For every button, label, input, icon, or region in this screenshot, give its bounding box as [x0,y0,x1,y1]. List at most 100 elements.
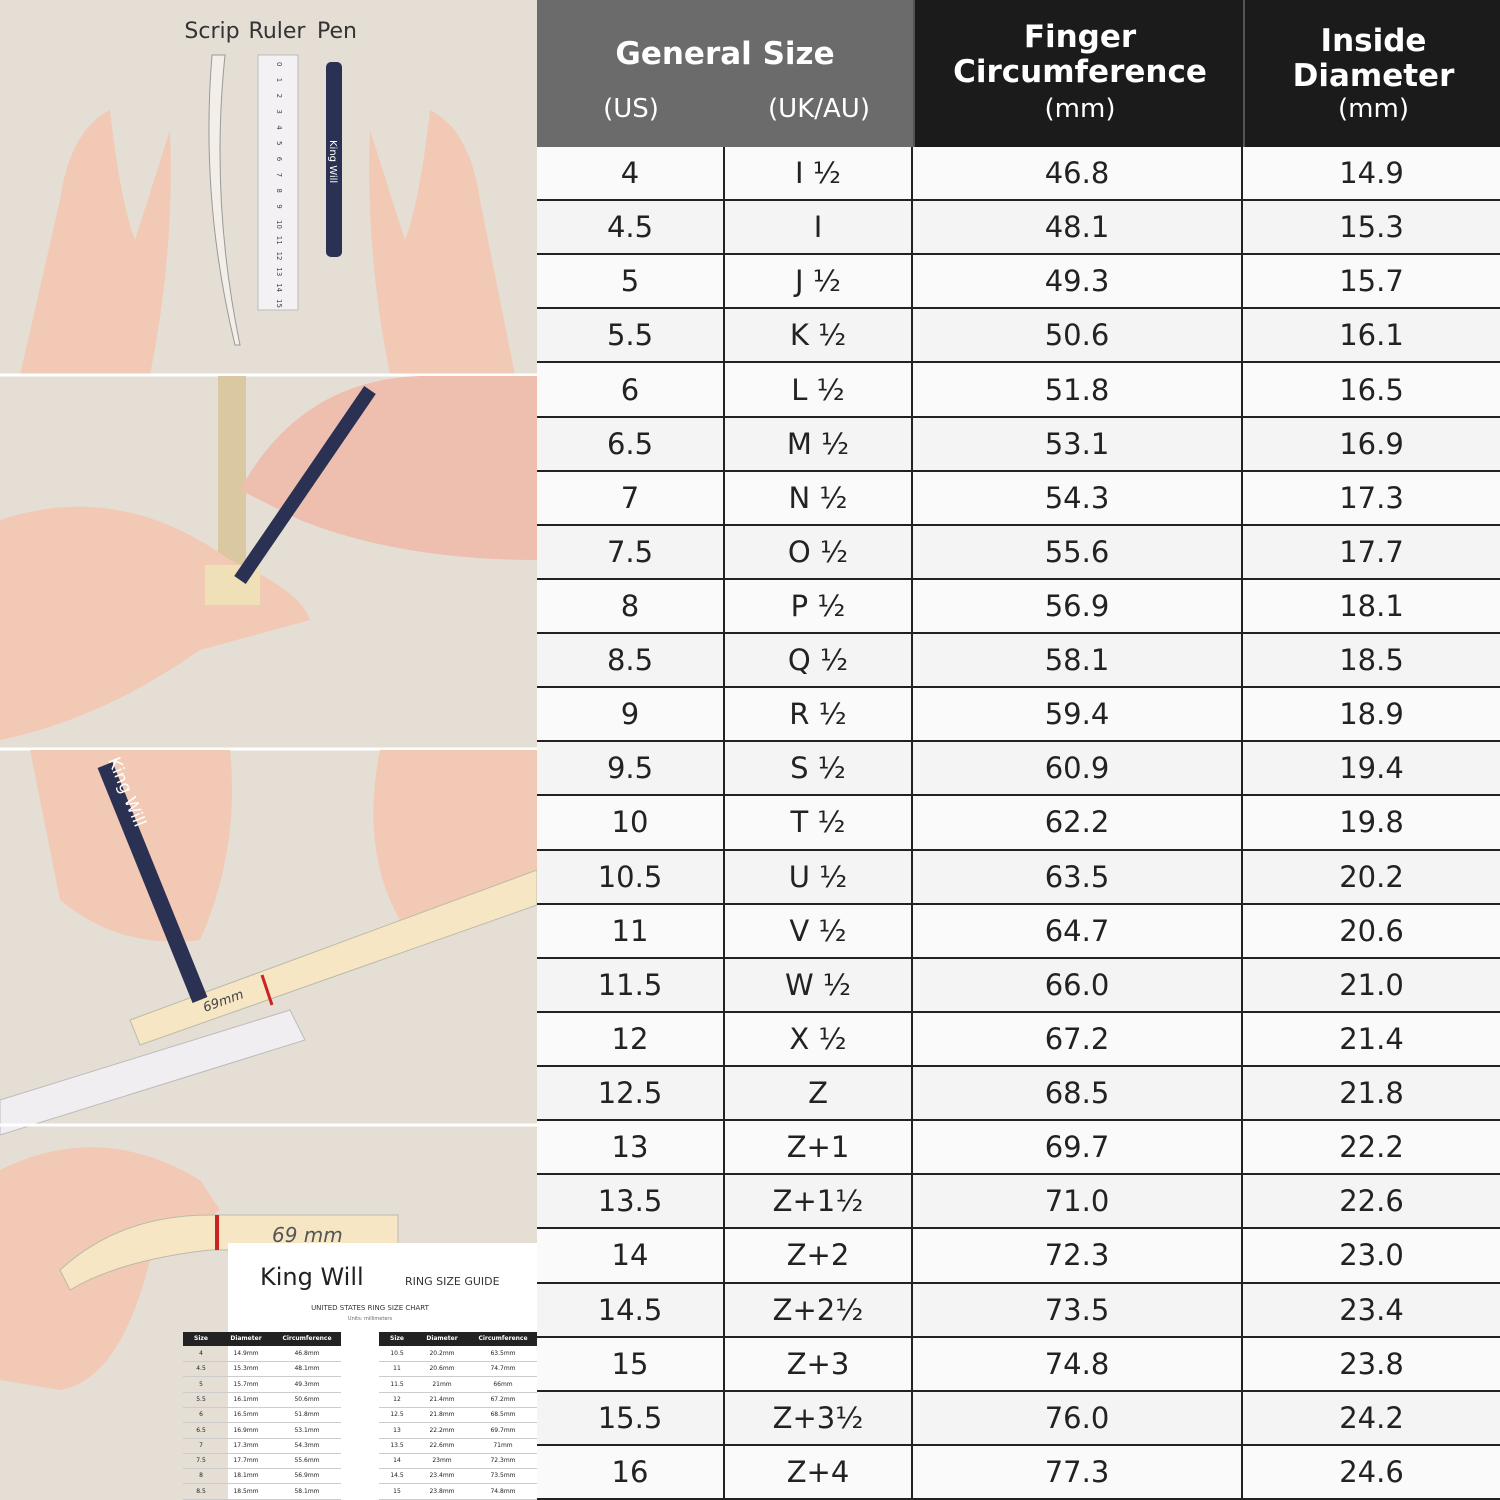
cell: 21.8 [1243,1067,1500,1122]
guide-cell: 15.7mm [219,1378,273,1393]
ruler-number: 5 [275,141,283,145]
guide-header: Size [183,1332,219,1346]
cell: O ½ [725,525,913,580]
cell: 66.0 [913,958,1243,1013]
cell: 16.1 [1243,309,1500,364]
guide-header: Diameter [415,1332,469,1346]
guide-cell: 12 [379,1393,415,1408]
cell: 10 [537,796,725,851]
cell: 16 [537,1445,725,1500]
header: (mm) [1338,94,1409,124]
row [537,850,1500,905]
cell: 17.7 [1243,526,1500,580]
guide-cell: 48.1mm [273,1362,341,1378]
guide-cell: 21.4mm [415,1393,469,1408]
general-size-header: General Size (US) (UK/AU) [537,0,913,147]
guide-cell: 18.5mm [219,1485,273,1500]
cell: 58.1 [913,634,1243,689]
paper-strip [218,376,246,576]
guide-cell: 14.5 [379,1469,415,1485]
pen-brand: King Will [327,140,338,183]
cell: 6.5 [537,417,725,472]
guide-cell: 13.5 [379,1439,415,1454]
guide-cell: 66mm [469,1378,537,1393]
guide-units: Units: millimeters [348,1316,393,1322]
row [537,1445,1500,1500]
guide-cell: 56.9mm [273,1469,341,1485]
guide-cell: 4 [183,1347,219,1362]
row [537,147,1500,202]
cell: 20.6 [1243,905,1500,959]
cell: 54.3 [913,471,1243,526]
cell: 7 [537,471,725,526]
cell: 24.2 [1243,1392,1500,1446]
guide-header: Diameter [219,1332,273,1346]
guide-cell: 18.1mm [219,1469,273,1485]
guide-cell: 17.7mm [219,1454,273,1470]
cell: 77.3 [913,1445,1243,1500]
cell: 60.9 [913,742,1243,797]
cell: Z+1½ [725,1175,913,1230]
header: (mm) [1044,94,1116,124]
guide-cell: 58.1mm [273,1485,341,1500]
cell: 9 [537,688,725,743]
row [537,688,1500,743]
cell: 22.6 [1243,1175,1500,1230]
cell: 18.9 [1243,688,1500,743]
circumference-header: Finger Circumference (mm) [913,0,1243,147]
row [537,363,1500,418]
guide-cell: 73.5mm [469,1469,537,1485]
ruler-number: 11 [275,236,283,245]
cell: 14 [537,1229,725,1284]
guide-cell: 74.7mm [469,1362,537,1378]
guide-cell: 6.5 [183,1424,219,1439]
row [537,579,1500,635]
guide-cell: 46.8mm [273,1347,341,1362]
cell: 14.5 [537,1283,725,1338]
guide-cell: 17.3mm [219,1439,273,1454]
guide-cell: 11 [379,1362,415,1378]
cell: U ½ [725,850,913,905]
cell: 24.6 [1243,1446,1500,1500]
cell: 16.5 [1243,363,1500,418]
cell: Z+1 [725,1121,913,1176]
cell: 5 [537,255,725,310]
row [537,796,1500,851]
guide-cell: 4.5 [183,1362,219,1378]
guide-cell: 8 [183,1469,219,1485]
cell: 11 [537,904,725,959]
guide-cell: 49.3mm [273,1378,341,1393]
cell: 19.8 [1243,796,1500,851]
cell: 23.0 [1243,1229,1500,1284]
cell: 10.5 [537,850,725,905]
cell: 11.5 [537,958,725,1013]
guide-cell: 71mm [469,1439,537,1454]
row [537,1012,1500,1068]
guide-cell: 11.5 [379,1378,415,1393]
ruler-number: 1 [275,78,283,82]
guide-cell: 5 [183,1378,219,1393]
guide-cell: 69.7mm [469,1424,537,1439]
row [537,904,1500,959]
guide-cell: 12.5 [379,1408,415,1424]
cell: 18.5 [1243,634,1500,689]
cell: 12.5 [537,1067,725,1122]
cell: Z+3 [725,1337,913,1392]
ruler-number: 10 [275,220,283,229]
cell: 63.5 [913,850,1243,905]
ruler-number: 7 [275,173,283,177]
cell: P ½ [725,579,913,635]
ruler-number: 6 [275,157,283,162]
guide-cell: 7.5 [183,1454,219,1470]
guide-cell: 16.9mm [219,1424,273,1439]
cell: 67.2 [913,1012,1243,1068]
cell: 55.6 [913,525,1243,580]
guide-cell: 51.8mm [273,1408,341,1424]
ruler-number: 2 [275,94,283,98]
guide-cell: 15.3mm [219,1362,273,1378]
row [537,958,1500,1013]
header: Finger Circumference [953,19,1207,90]
ruler-number: 15 [275,299,283,308]
cell: 4.5 [537,201,725,256]
